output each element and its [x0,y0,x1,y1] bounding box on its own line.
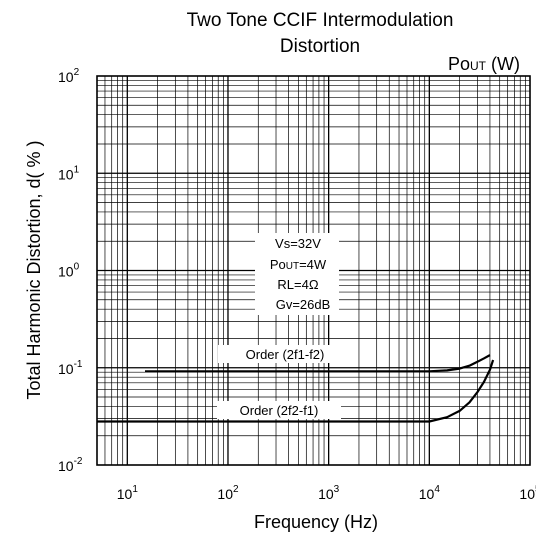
condition-rl: RL=4Ω [277,277,318,292]
x-tick-label: 102 [217,484,239,502]
y-axis-label: Total Harmonic Distortion, d( % ) [24,140,44,399]
x-tick-label: 104 [419,484,441,502]
x-tick-label: 103 [318,484,340,502]
x-tick-label: 105 [519,484,536,502]
plot-frame [96,75,531,466]
chart-title-line2: Distortion [280,36,360,57]
condition-pout: PoUT=4W [270,257,327,272]
y-tick-label: 10-1 [58,359,83,377]
conditions-box [255,233,339,315]
x-tick-labels: 101 102 103 104 105 [117,484,536,502]
series-label-2f1-f2: Order (2f1-f2) [246,347,325,362]
y-tick-label: 101 [58,164,80,182]
series-labels: Order (2f1-f2) Order (2f2-f1) [217,345,352,419]
condition-gv: Gv=26dB [276,297,331,312]
curves [97,354,495,423]
series-label-bg-2 [217,401,341,419]
series-line-1 [145,354,491,373]
y-tick-label: 10-2 [58,456,83,474]
x-axis-label: Frequency (Hz) [254,512,378,532]
grid [97,76,530,465]
chart-title-line1: Two Tone CCIF Intermodulation [187,10,454,31]
pout-corner-label: PoUT (W) [448,54,520,74]
y-tick-label: 100 [58,262,80,280]
series-line-2 [97,359,495,423]
y-tick-label: 102 [58,67,80,85]
series-label-bg-1 [218,345,352,363]
test-conditions: Vs=32V PoUT=4W RL=4Ω Gv=26dB [255,233,339,315]
series-label-2f2-f1: Order (2f2-f1) [240,403,319,418]
x-tick-label: 101 [117,484,139,502]
condition-vs: Vs=32V [275,236,321,251]
y-tick-labels: 102 101 100 10-1 10-2 [58,67,83,474]
